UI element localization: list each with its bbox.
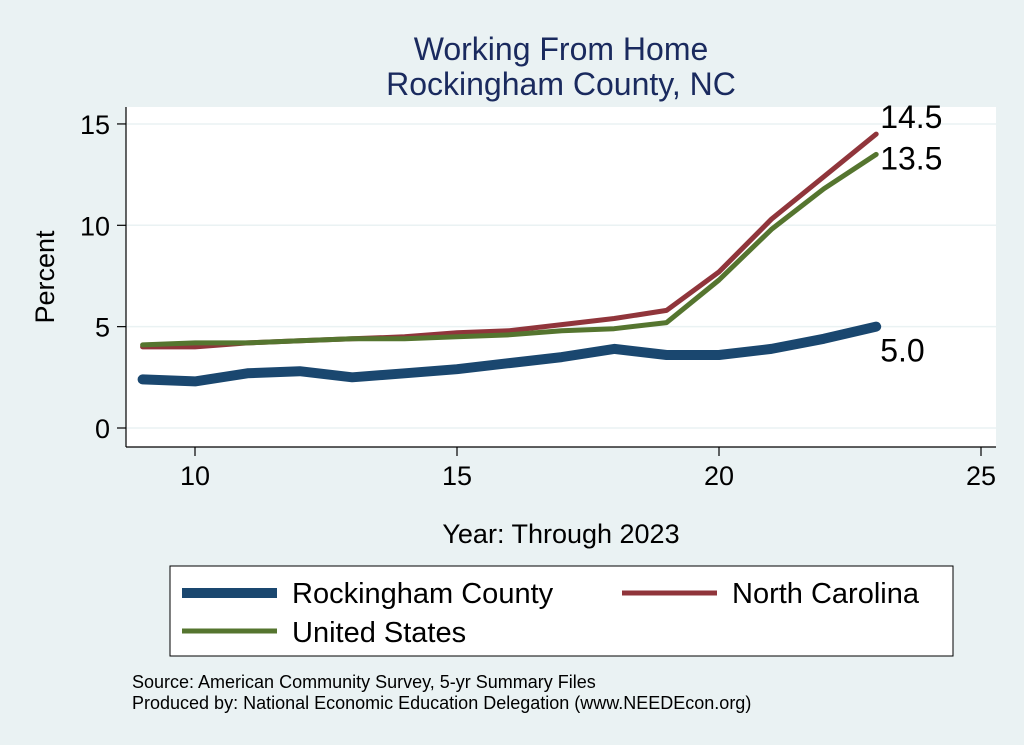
series-line-rockingham-county <box>137 321 882 387</box>
produced-by-note: Produced by: National Economic Education… <box>132 693 751 713</box>
x-axis-ticks: 10 15 20 25 <box>180 447 996 491</box>
x-tick-label: 10 <box>180 461 210 491</box>
end-label-united-states: 13.5 <box>880 140 942 176</box>
y-tick-label: 5 <box>95 313 110 343</box>
y-axis-ticks: 0 5 10 15 <box>80 110 126 444</box>
chart-title: Working From Home <box>414 31 709 67</box>
x-tick-label: 15 <box>442 461 472 491</box>
end-label-rockingham-county: 5.0 <box>880 333 924 369</box>
y-axis-title: Percent <box>30 230 60 324</box>
plot-area <box>126 107 996 447</box>
gridlines <box>126 123 996 429</box>
x-tick-label: 25 <box>966 461 996 491</box>
end-labels: 5.0 14.5 13.5 <box>880 99 942 369</box>
legend-label-north-carolina: North Carolina <box>732 578 920 610</box>
legend: Rockingham County North Carolina United … <box>169 565 954 657</box>
source-note: Source: American Community Survey, 5-yr … <box>132 672 596 692</box>
y-tick-label: 0 <box>95 414 110 444</box>
x-tick-label: 20 <box>704 461 734 491</box>
legend-label-united-states: United States <box>292 617 466 649</box>
series-lines <box>137 131 882 387</box>
y-tick-label: 15 <box>80 110 110 140</box>
end-label-north-carolina: 14.5 <box>880 99 942 135</box>
series-line-united-states <box>140 151 879 348</box>
legend-box <box>169 565 954 657</box>
legend-label-rockingham: Rockingham County <box>292 578 554 610</box>
chart-subtitle: Rockingham County, NC <box>386 66 736 102</box>
x-axis-title: Year: Through 2023 <box>442 519 679 549</box>
y-tick-label: 10 <box>80 211 110 241</box>
